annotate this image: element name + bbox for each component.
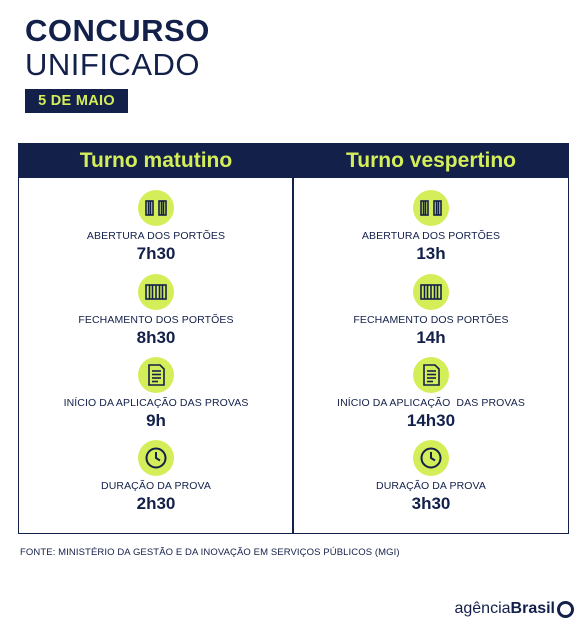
schedule-table: Turno matutino ABERTURA DOS PORTÕES 7h30…: [18, 143, 569, 534]
closed-gate-icon: [138, 274, 174, 310]
item-value: 14h30: [406, 411, 456, 430]
item-label: FECHAMENTO DOS PORTÕES: [353, 314, 509, 326]
column-divider: [292, 144, 294, 533]
open-gate-icon: [413, 190, 449, 226]
open-gate-icon: [138, 190, 174, 226]
title-line-2: UNIFICADO: [25, 47, 200, 82]
item-label: ABERTURA DOS PORTÕES: [361, 230, 501, 242]
logo-text-bold: Brasil: [510, 600, 555, 617]
item-duration-afternoon: DURAÇÃO DA PROVA 3h30: [294, 440, 568, 514]
item-value: 2h30: [136, 494, 176, 513]
title-line-1: CONCURSO: [25, 13, 210, 48]
item-exam-start-afternoon: INÍCIO DA APLICAÇÃO DAS PROVAS 14h30: [294, 357, 568, 431]
item-exam-start-morning: INÍCIO DA APLICAÇÃO DAS PROVAS 9h: [19, 357, 293, 431]
column-afternoon: Turno vespertino ABERTURA DOS PORTÕES 13…: [294, 144, 568, 533]
item-value: 8h30: [136, 328, 176, 347]
item-gate-closing-afternoon: FECHAMENTO DOS PORTÕES 14h: [294, 274, 568, 348]
clock-icon: [413, 440, 449, 476]
item-value: 9h: [146, 411, 166, 430]
item-duration-morning: DURAÇÃO DA PROVA 2h30: [19, 440, 293, 514]
item-label: FECHAMENTO DOS PORTÕES: [78, 314, 234, 326]
date-badge: 5 DE MAIO: [25, 89, 128, 113]
item-value: 14h: [416, 328, 446, 347]
clock-icon: [138, 440, 174, 476]
item-label: INÍCIO DA APLICAÇÃO DAS PROVAS: [63, 397, 249, 409]
agencia-brasil-logo: agência Brasil: [454, 600, 574, 618]
table-header: [19, 144, 568, 178]
column-morning: Turno matutino ABERTURA DOS PORTÕES 7h30…: [19, 144, 293, 533]
item-gate-opening-afternoon: ABERTURA DOS PORTÕES 13h: [294, 190, 568, 264]
item-label: INÍCIO DA APLICAÇÃO DAS PROVAS: [337, 397, 525, 409]
column-title-afternoon: Turno vespertino: [346, 149, 516, 172]
item-label: ABERTURA DOS PORTÕES: [86, 230, 226, 242]
column-title-morning: Turno matutino: [79, 149, 233, 172]
item-label: DURAÇÃO DA PROVA: [376, 480, 486, 492]
item-gate-closing-morning: FECHAMENTO DOS PORTÕES 8h30: [19, 274, 293, 348]
item-value: 13h: [416, 244, 446, 263]
item-value: 7h30: [136, 244, 176, 263]
item-gate-opening-morning: ABERTURA DOS PORTÕES 7h30: [19, 190, 293, 264]
logo-text-light: agência: [454, 600, 511, 617]
source-note: FONTE: MINISTÉRIO DA GESTÃO E DA INOVAÇÃ…: [20, 547, 400, 558]
logo-ring-icon: [557, 600, 574, 618]
item-value: 3h30: [411, 494, 451, 513]
closed-gate-icon: [413, 274, 449, 310]
item-label: DURAÇÃO DA PROVA: [101, 480, 211, 492]
exam-document-icon: [413, 357, 449, 393]
exam-document-icon: [138, 357, 174, 393]
